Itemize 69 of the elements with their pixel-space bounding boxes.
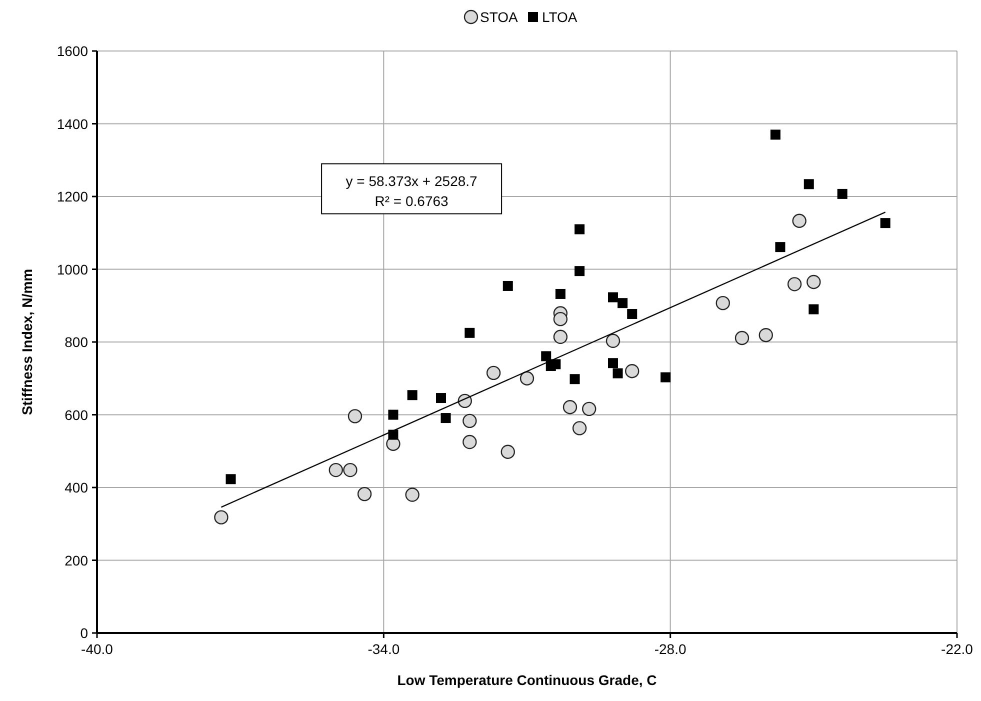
point bbox=[660, 372, 671, 382]
point bbox=[226, 474, 236, 484]
x-tick-label: -40.0 bbox=[81, 641, 114, 657]
point bbox=[608, 292, 618, 302]
point bbox=[775, 242, 786, 252]
point bbox=[550, 359, 561, 370]
y-tick-label: 0 bbox=[80, 625, 88, 641]
point bbox=[462, 414, 477, 428]
point bbox=[716, 296, 730, 310]
y-axis-title: Stiffness Index, N/mm bbox=[19, 268, 35, 416]
point bbox=[606, 334, 620, 348]
point bbox=[328, 462, 343, 478]
y-tick-label: 800 bbox=[64, 334, 88, 350]
point bbox=[806, 274, 821, 290]
x-tick-label: -22.0 bbox=[941, 641, 974, 657]
y-tick-label: 1000 bbox=[56, 261, 88, 278]
point bbox=[627, 308, 638, 319]
point bbox=[612, 368, 623, 378]
point bbox=[625, 364, 640, 378]
point bbox=[348, 409, 362, 424]
point bbox=[574, 266, 585, 276]
point bbox=[770, 130, 780, 140]
point bbox=[574, 224, 585, 234]
y-tick-label: 1200 bbox=[56, 188, 88, 204]
y-tick-label: 200 bbox=[64, 552, 88, 568]
point bbox=[572, 421, 587, 436]
x-tick-label: -28.0 bbox=[654, 641, 686, 657]
point bbox=[405, 488, 420, 502]
point bbox=[407, 390, 418, 400]
point bbox=[357, 486, 372, 502]
point bbox=[804, 179, 814, 190]
point bbox=[541, 351, 552, 362]
point bbox=[792, 214, 806, 228]
point bbox=[462, 434, 477, 450]
point bbox=[562, 400, 578, 414]
x-tick-label: -34.0 bbox=[368, 641, 400, 657]
point bbox=[787, 277, 802, 292]
legend-label: STOA bbox=[480, 9, 519, 25]
point bbox=[436, 393, 446, 404]
y-tick-label: 1600 bbox=[56, 43, 88, 59]
point bbox=[486, 366, 501, 380]
point bbox=[520, 371, 534, 386]
point bbox=[500, 444, 515, 459]
point bbox=[343, 462, 358, 478]
annotation: R² = 0.6763 bbox=[374, 192, 449, 209]
point bbox=[553, 312, 568, 326]
point bbox=[464, 328, 475, 338]
point bbox=[758, 328, 773, 342]
point bbox=[388, 410, 398, 420]
legend-label: LTOA bbox=[542, 9, 578, 25]
point bbox=[880, 218, 890, 228]
point bbox=[570, 374, 580, 384]
point bbox=[555, 288, 566, 299]
y-tick-label: 600 bbox=[64, 406, 88, 423]
annotation: y = 58.373x + 2528.7 bbox=[346, 172, 478, 189]
point bbox=[388, 430, 398, 440]
y-tick-label: 400 bbox=[64, 480, 88, 496]
point bbox=[808, 304, 819, 314]
point bbox=[502, 280, 513, 291]
x-axis-title: Low Temperature Continuous Grade, C bbox=[397, 672, 657, 688]
point bbox=[440, 413, 451, 424]
point bbox=[837, 188, 848, 199]
point bbox=[734, 330, 750, 346]
point bbox=[618, 298, 628, 308]
point bbox=[582, 402, 596, 416]
point bbox=[553, 330, 568, 344]
point bbox=[214, 510, 228, 524]
y-tick-label: 1400 bbox=[56, 116, 88, 132]
point bbox=[608, 358, 618, 368]
